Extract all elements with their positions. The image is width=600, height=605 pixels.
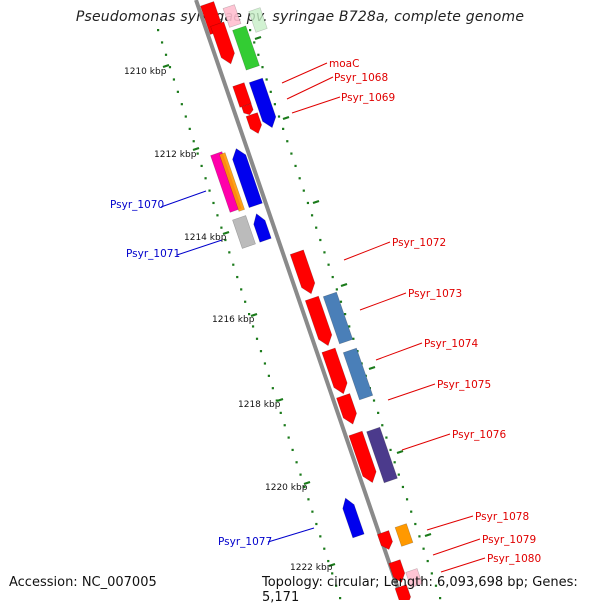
label-leader [291, 96, 341, 114]
gene-blue-reverse[interactable] [230, 146, 263, 209]
scale-tick [312, 199, 320, 205]
gene-label-psyr-1071[interactable]: Psyr_1071 [126, 248, 180, 260]
scale-tick [276, 397, 284, 403]
scale-tick [303, 480, 311, 486]
scale-tick [162, 63, 170, 69]
label-leader [286, 76, 334, 100]
scale-label-1222: 1222 kbp [290, 563, 333, 573]
gene-block[interactable] [248, 7, 268, 33]
scale-tick [222, 230, 230, 236]
gene-label-psyr-1068[interactable]: Psyr_1068 [334, 72, 388, 84]
gene-psyr-1079[interactable] [388, 559, 408, 585]
gene-psyr-1076-purple[interactable] [366, 426, 398, 484]
gene-psyr-1076[interactable] [348, 430, 379, 485]
gene-label-psyr-1075[interactable]: Psyr_1075 [437, 379, 491, 391]
scale-label-1220: 1220 kbp [265, 483, 308, 493]
gene-arrow-forward[interactable] [210, 21, 238, 66]
gene-psyr-1068[interactable] [241, 103, 255, 117]
gene-features [200, 1, 423, 600]
label-leader [426, 515, 474, 531]
label-leader [387, 383, 436, 401]
label-leader [281, 62, 328, 84]
gene-psyr-1078-orange[interactable] [394, 523, 414, 547]
gene-psyr-1073[interactable] [322, 291, 354, 345]
gene-psyr-1073-red[interactable] [304, 295, 335, 348]
gene-label-moac[interactable]: moaC [329, 58, 359, 70]
scale-tick [192, 146, 200, 152]
gene-label-psyr-1079[interactable]: Psyr_1079 [482, 534, 536, 546]
gene-label-psyr-1069[interactable]: Psyr_1069 [341, 92, 395, 104]
scale-tick [424, 532, 432, 538]
gene-moac[interactable] [232, 82, 252, 108]
scale-tick [340, 282, 348, 288]
label-leader [432, 538, 481, 556]
gene-label-psyr-1076[interactable]: Psyr_1076 [452, 429, 506, 441]
gene-label-psyr-1074[interactable]: Psyr_1074 [424, 338, 478, 350]
scale-tick [396, 449, 404, 455]
gene-psyr-1075[interactable] [336, 393, 359, 427]
gene-label-psyr-1070[interactable]: Psyr_1070 [110, 199, 164, 211]
gene-psyr-1071[interactable] [232, 215, 256, 249]
scale-tick [282, 115, 290, 121]
accession-text: Accession: NC_007005 [9, 575, 157, 590]
gene-blue-reverse[interactable] [251, 212, 272, 243]
label-leader [343, 241, 391, 261]
gene-block-bottom[interactable] [394, 584, 413, 600]
scale-label-1214: 1214 kbp [184, 233, 227, 243]
gene-label-psyr-1072[interactable]: Psyr_1072 [392, 237, 446, 249]
scale-tick [254, 35, 262, 41]
label-leader [440, 557, 486, 573]
genome-backbone [194, 0, 404, 600]
gene-psyr-1069[interactable] [245, 112, 264, 136]
gene-psyr-1070-stripe[interactable] [219, 152, 245, 212]
gene-label-psyr-1080[interactable]: Psyr_1080 [487, 553, 541, 565]
gene-psyr-1074[interactable] [321, 347, 350, 396]
scale-label-1216: 1216 kbp [212, 315, 255, 325]
scale-label-1212: 1212 kbp [154, 150, 197, 160]
gene-label-psyr-1077[interactable]: Psyr_1077 [218, 536, 272, 548]
inner-dot-line [157, 29, 342, 600]
label-leader [359, 292, 407, 311]
map-title: Pseudomonas syringae pv. syringae B728a,… [75, 9, 525, 25]
gene-arrow-blue[interactable] [248, 77, 279, 130]
scale-tick [250, 312, 258, 318]
scale-label-1218: 1218 kbp [238, 400, 281, 410]
scale-tick [368, 365, 376, 371]
gene-psyr-1072[interactable] [289, 249, 318, 296]
label-leader [401, 433, 451, 451]
gene-block[interactable] [222, 4, 242, 28]
gene-psyr-1078[interactable] [377, 530, 394, 552]
label-leader [160, 190, 207, 208]
scale-label-1210: 1210 kbp [124, 67, 167, 77]
topology-text: Topology: circular; Length: 6,093,698 bp… [262, 575, 578, 605]
label-leader [176, 239, 223, 256]
scale-tick [328, 562, 336, 568]
label-leader-lines [160, 62, 486, 573]
label-leader [267, 527, 315, 543]
gene-label-psyr-1073[interactable]: Psyr_1073 [408, 288, 462, 300]
gene-psyr-1077[interactable] [340, 496, 365, 539]
gene-block[interactable] [232, 25, 260, 71]
gene-label-psyr-1078[interactable]: Psyr_1078 [475, 511, 529, 523]
scale-dot-lines [157, 29, 442, 600]
backbone-line [194, 0, 404, 600]
gene-psyr-1080[interactable] [405, 568, 423, 588]
gene-psyr-1074-steel[interactable] [342, 347, 374, 401]
label-leader [375, 342, 423, 361]
